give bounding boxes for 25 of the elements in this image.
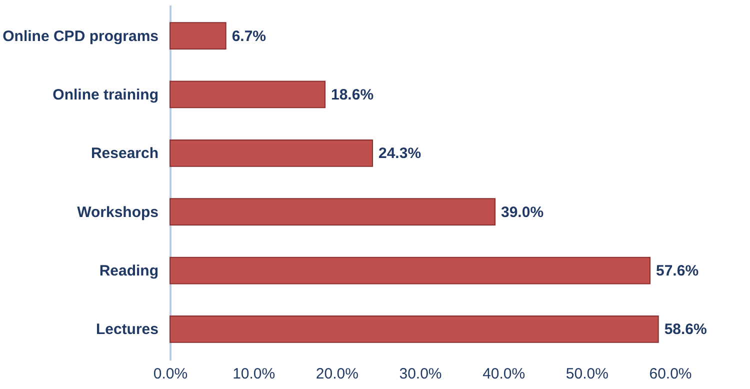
x-tick-label: 0.0% <box>153 366 188 382</box>
y-tick-label: Research <box>90 145 158 162</box>
bar <box>170 198 496 226</box>
data-label: 58.6% <box>664 321 707 338</box>
y-tick-label: Online training <box>52 86 158 104</box>
x-tick-label: 20.0% <box>316 366 358 382</box>
bar <box>170 256 650 284</box>
y-tick-label: Reading <box>99 262 158 280</box>
x-tick-label: 10.0% <box>232 366 276 382</box>
data-label: 6.7% <box>232 28 266 45</box>
bar <box>170 139 373 167</box>
bar <box>170 80 326 108</box>
y-tick-label: Online CPD programs <box>2 28 158 45</box>
data-label: 57.6% <box>656 262 699 280</box>
x-tick-label: 60.0% <box>649 366 692 382</box>
x-tick-label: 40.0% <box>482 366 526 382</box>
x-tick-label: 30.0% <box>399 366 442 382</box>
bar <box>170 22 226 50</box>
data-label: 18.6% <box>331 86 374 104</box>
data-label: 24.3% <box>378 145 422 162</box>
data-label: 39.0% <box>501 204 544 221</box>
bar <box>170 315 659 343</box>
y-tick-label: Lectures <box>96 321 158 338</box>
y-tick-label: Workshops <box>77 204 158 221</box>
x-tick-label: 50.0% <box>566 366 608 382</box>
